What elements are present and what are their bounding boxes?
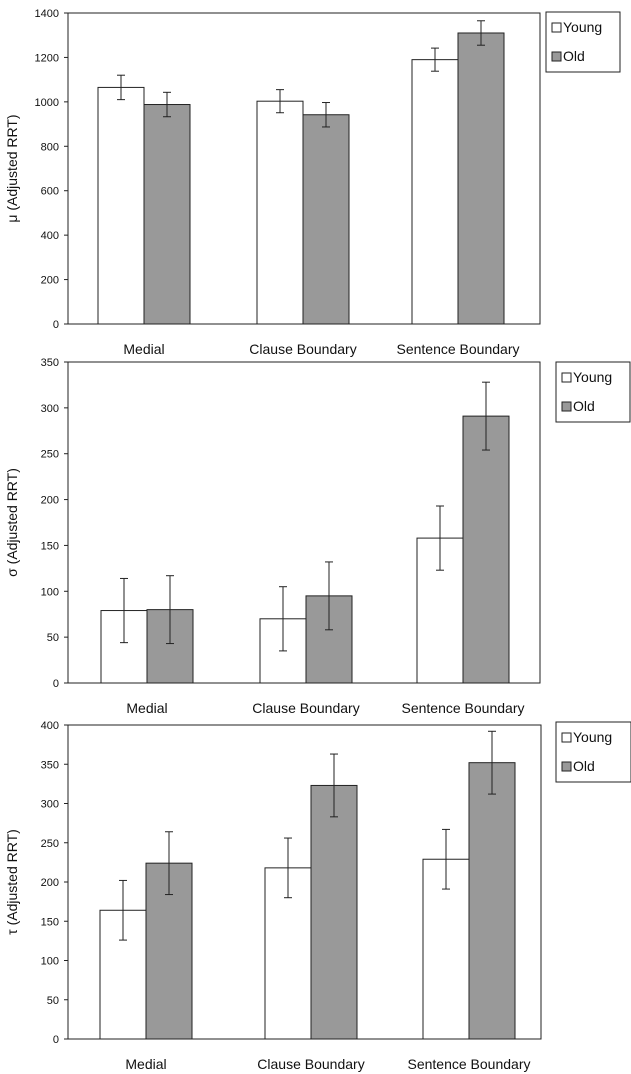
y-tick-label: 1400 (35, 8, 59, 20)
legend-swatch-old (561, 401, 572, 412)
legend-swatch-young (561, 372, 572, 383)
y-axis-label: μ (Adjusted RRT) (4, 114, 20, 222)
y-axis-label: σ (Adjusted RRT) (4, 468, 20, 577)
bar-old (462, 415, 510, 684)
chart-panel-1: 0 200 400 600 800 1000 1200 1400 μ (Adjusted RRT… (4, 8, 621, 357)
bar-young (256, 100, 304, 325)
bar-old (143, 104, 191, 325)
chart-panel-2: 0 50 100 150 200 250 300 350 σ (Adjusted RRT) Med… (4, 357, 631, 716)
legend-label-old: Old (573, 758, 595, 774)
category-label: Clause Boundary (252, 700, 359, 716)
category-label: Medial (123, 341, 164, 357)
legend-swatch-old (561, 761, 572, 772)
y-tick-label: 800 (41, 141, 59, 153)
bar-young (411, 59, 459, 325)
y-tick-label: 250 (41, 838, 59, 850)
category-label: Sentence Boundary (402, 700, 525, 716)
bar-old (302, 114, 350, 325)
legend-label-old: Old (573, 398, 595, 414)
legend-label-old: Old (563, 48, 585, 64)
category-label: Medial (126, 700, 167, 716)
legend-label-young: Young (573, 369, 612, 385)
y-tick-label: 0 (53, 1034, 59, 1046)
legend-label-young: Young (563, 19, 602, 35)
category-label: Sentence Boundary (408, 1056, 531, 1072)
bar-old (468, 762, 516, 1040)
y-tick-label: 0 (53, 319, 59, 331)
legend-swatch-young (561, 732, 572, 743)
y-tick-label: 1000 (35, 97, 59, 109)
legend-box (555, 721, 631, 783)
y-tick-label: 150 (41, 540, 59, 552)
category-label: Clause Boundary (249, 341, 356, 357)
category-label: Medial (125, 1056, 166, 1072)
y-tick-label: 100 (41, 586, 59, 598)
category-label: Sentence Boundary (397, 341, 520, 357)
legend: Young Old (555, 361, 631, 423)
y-tick-label: 50 (47, 995, 59, 1007)
legend-box (545, 11, 621, 73)
y-tick-label: 150 (41, 916, 59, 928)
legend: Young Old (545, 11, 621, 73)
chart-panel-3: 0 50 100 150 200 250 300 350 400 τ (Adjusted RRT)… (4, 720, 631, 1072)
legend: Young Old (555, 721, 631, 783)
y-axis-label: τ (Adjusted RRT) (4, 829, 20, 935)
y-tick-label: 0 (53, 678, 59, 690)
y-tick-label: 250 (41, 449, 59, 461)
y-tick-label: 200 (41, 495, 59, 507)
y-tick-label: 600 (41, 186, 59, 198)
category-label: Clause Boundary (257, 1056, 364, 1072)
legend-label-young: Young (573, 729, 612, 745)
y-tick-label: 1200 (35, 52, 59, 64)
legend-swatch-young (551, 22, 562, 33)
bar-old (310, 784, 358, 1040)
legend-box (555, 361, 631, 423)
y-tick-label: 100 (41, 956, 59, 968)
bar-old (457, 32, 505, 325)
bar-young (97, 86, 145, 325)
y-tick-label: 200 (41, 877, 59, 889)
y-tick-label: 400 (41, 230, 59, 242)
y-tick-label: 350 (41, 759, 59, 771)
legend-swatch-old (551, 51, 562, 62)
y-tick-label: 300 (41, 799, 59, 811)
y-tick-label: 200 (41, 275, 59, 287)
y-tick-label: 300 (41, 403, 59, 415)
y-tick-label: 400 (41, 720, 59, 732)
y-tick-label: 350 (41, 357, 59, 369)
y-tick-label: 50 (47, 632, 59, 644)
